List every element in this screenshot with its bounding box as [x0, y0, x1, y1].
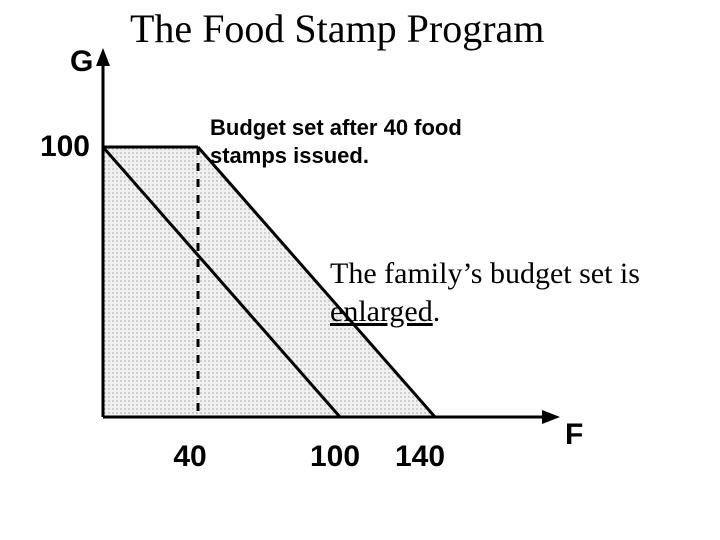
x-axis-arrow — [542, 410, 560, 424]
y-axis-arrow — [96, 48, 110, 66]
slide: The Food Stamp Program G 100 Budget set … — [0, 0, 720, 540]
x-tick-140: 140 — [385, 440, 455, 474]
body-text-prefix: The family’s budget set is — [330, 257, 640, 290]
x-axis-label: F — [565, 418, 583, 452]
body-text-underlined: enlarged — [330, 295, 433, 328]
body-text: The family’s budget set is enlarged. — [330, 255, 690, 331]
annotation-line1: Budget set after 40 food — [210, 115, 462, 141]
annotation-line2: stamps issued. — [210, 143, 369, 169]
body-text-suffix: . — [433, 295, 441, 328]
x-tick-40: 40 — [165, 440, 215, 474]
x-tick-100: 100 — [300, 440, 370, 474]
